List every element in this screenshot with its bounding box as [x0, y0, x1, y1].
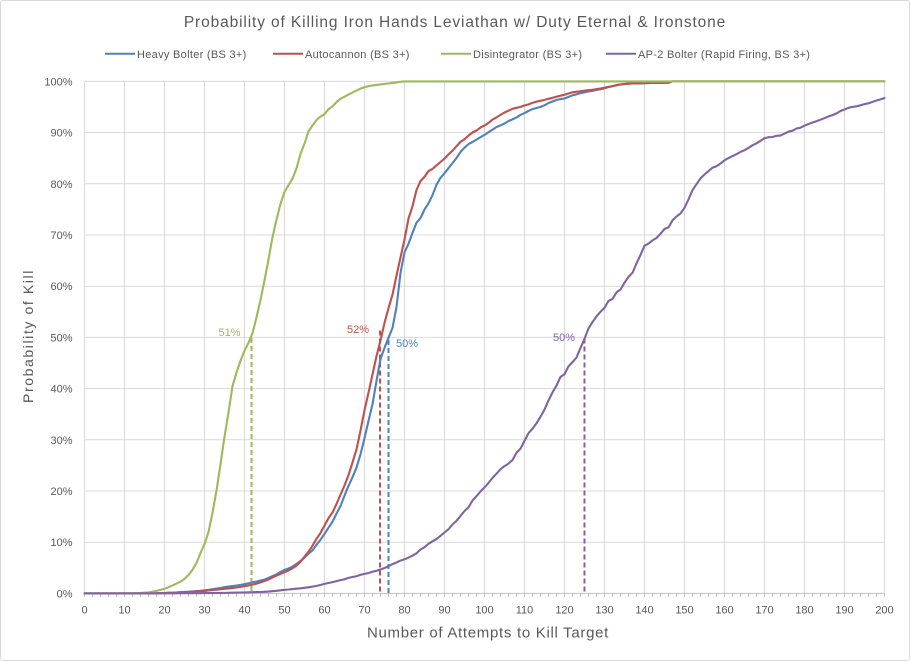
svg-text:30: 30: [198, 605, 210, 617]
svg-text:120: 120: [555, 605, 573, 617]
svg-text:30%: 30%: [50, 435, 72, 447]
svg-text:50%: 50%: [553, 332, 575, 344]
svg-text:Heavy Bolter (BS 3+): Heavy Bolter (BS 3+): [137, 49, 247, 61]
svg-text:10%: 10%: [50, 537, 72, 549]
svg-text:90: 90: [438, 605, 450, 617]
svg-text:200: 200: [875, 605, 893, 617]
svg-text:50: 50: [278, 605, 290, 617]
svg-text:90%: 90%: [50, 128, 72, 140]
svg-text:130: 130: [595, 605, 613, 617]
svg-text:40%: 40%: [50, 384, 72, 396]
svg-text:180: 180: [795, 605, 813, 617]
svg-text:20%: 20%: [50, 486, 72, 498]
svg-text:140: 140: [635, 605, 653, 617]
svg-text:Number of Attempts to Kill Tar: Number of Attempts to Kill Target: [367, 624, 609, 641]
svg-text:AP-2 Bolter (Rapid Firing, BS: AP-2 Bolter (Rapid Firing, BS 3+): [638, 49, 810, 61]
svg-text:Autocannon (BS 3+): Autocannon (BS 3+): [305, 49, 410, 61]
svg-text:Probability of Kill: Probability of Kill: [20, 269, 36, 403]
svg-text:10: 10: [118, 605, 130, 617]
svg-text:Disintegrator (BS 3+): Disintegrator (BS 3+): [473, 49, 582, 61]
svg-text:70%: 70%: [50, 230, 72, 242]
svg-text:50%: 50%: [50, 332, 72, 344]
svg-text:80: 80: [398, 605, 410, 617]
svg-text:100%: 100%: [44, 76, 72, 88]
svg-text:60: 60: [318, 605, 330, 617]
svg-text:50%: 50%: [396, 338, 418, 350]
svg-text:110: 110: [516, 605, 534, 617]
svg-text:150: 150: [675, 605, 693, 617]
svg-text:52%: 52%: [347, 324, 369, 336]
svg-text:60%: 60%: [50, 281, 72, 293]
svg-text:70: 70: [358, 605, 370, 617]
svg-text:80%: 80%: [50, 179, 72, 191]
svg-text:0%: 0%: [57, 588, 73, 600]
svg-text:190: 190: [835, 605, 853, 617]
svg-text:0: 0: [81, 605, 87, 617]
svg-text:51%: 51%: [218, 327, 240, 339]
svg-text:170: 170: [755, 605, 773, 617]
svg-text:100: 100: [475, 605, 493, 617]
svg-text:Probability of Killing Iron Ha: Probability of Killing Iron Hands Leviat…: [184, 14, 726, 31]
svg-text:20: 20: [158, 605, 170, 617]
svg-text:40: 40: [238, 605, 250, 617]
svg-text:160: 160: [715, 605, 733, 617]
